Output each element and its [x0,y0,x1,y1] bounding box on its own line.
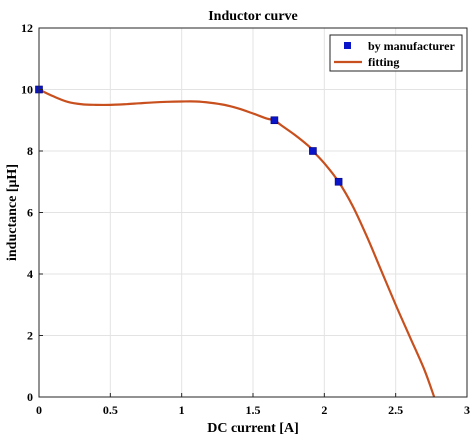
y-tick-label: 4 [27,267,33,281]
legend-label-by-manufacturer: by manufacturer [368,39,455,53]
y-tick-label: 12 [21,21,33,35]
x-tick-label: 0.5 [103,403,118,417]
legend-marker-by-manufacturer [344,42,351,49]
y-tick-label: 2 [27,329,33,343]
data-point-by-manufacturer [334,177,343,186]
x-tick-label: 3 [464,403,470,417]
x-tick-label: 2 [321,403,327,417]
y-tick-label: 10 [21,83,33,97]
grid-lines [39,28,467,397]
x-tick-label: 0 [36,403,42,417]
series-line-fitting [39,88,436,397]
legend-label-fitting: fitting [368,55,399,69]
data-point-by-manufacturer [270,116,279,125]
chart-title: Inductor curve [208,9,298,24]
legend: by manufacturer fitting [329,34,463,72]
x-axis-title: DC current [A] [207,421,299,436]
y-tick-label: 0 [27,390,33,404]
x-tick-label: 1.5 [246,403,261,417]
y-tick-label: 8 [27,144,33,158]
legend-box [329,34,463,72]
x-tick-label: 2.5 [388,403,403,417]
y-axis-title: inductance [μH] [5,164,20,261]
x-tick-label: 1 [179,403,185,417]
tick-layer: 0 0.5 1 1.5 2 2.5 3 0 2 4 6 8 10 12 [21,21,470,417]
data-point-by-manufacturer [309,147,317,155]
y-tick-label: 6 [27,206,33,220]
